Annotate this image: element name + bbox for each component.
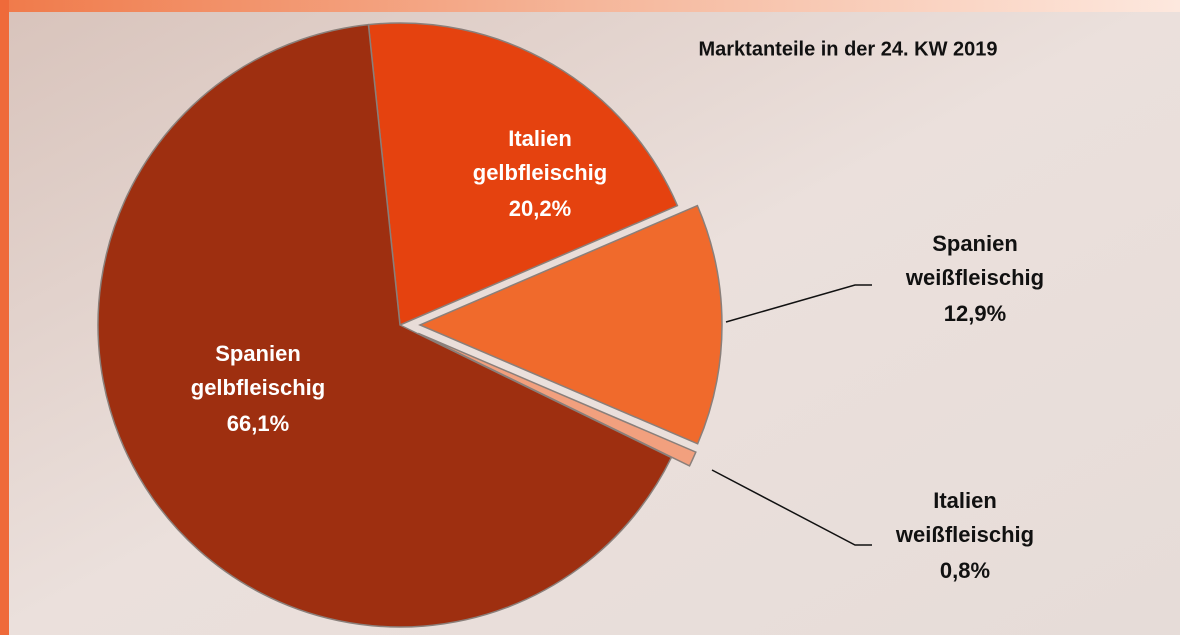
slice-label: Spanien gelbfleischig bbox=[191, 341, 325, 400]
leader-line bbox=[711, 469, 872, 546]
pie-slice bbox=[418, 204, 723, 445]
pie bbox=[97, 22, 723, 628]
value-label: 12,9% bbox=[944, 301, 1006, 326]
value-label: 20,2% bbox=[509, 196, 571, 221]
slice-label: Italien gelbfleischig bbox=[473, 126, 607, 185]
chart-title: Marktanteile in der 24. KW 2019 bbox=[698, 38, 997, 60]
slice-label: Spanien weißfleischig bbox=[905, 231, 1044, 290]
slice-label: Italien weißfleischig bbox=[895, 488, 1034, 547]
pie-slice bbox=[97, 23, 673, 628]
value-label: 0,8% bbox=[940, 558, 990, 583]
left-band bbox=[0, 0, 9, 635]
pie-slice bbox=[417, 332, 697, 467]
pie-slice bbox=[367, 22, 679, 327]
top-band bbox=[0, 0, 1180, 12]
leader-line bbox=[725, 284, 872, 323]
value-label: 66,1% bbox=[227, 411, 289, 436]
